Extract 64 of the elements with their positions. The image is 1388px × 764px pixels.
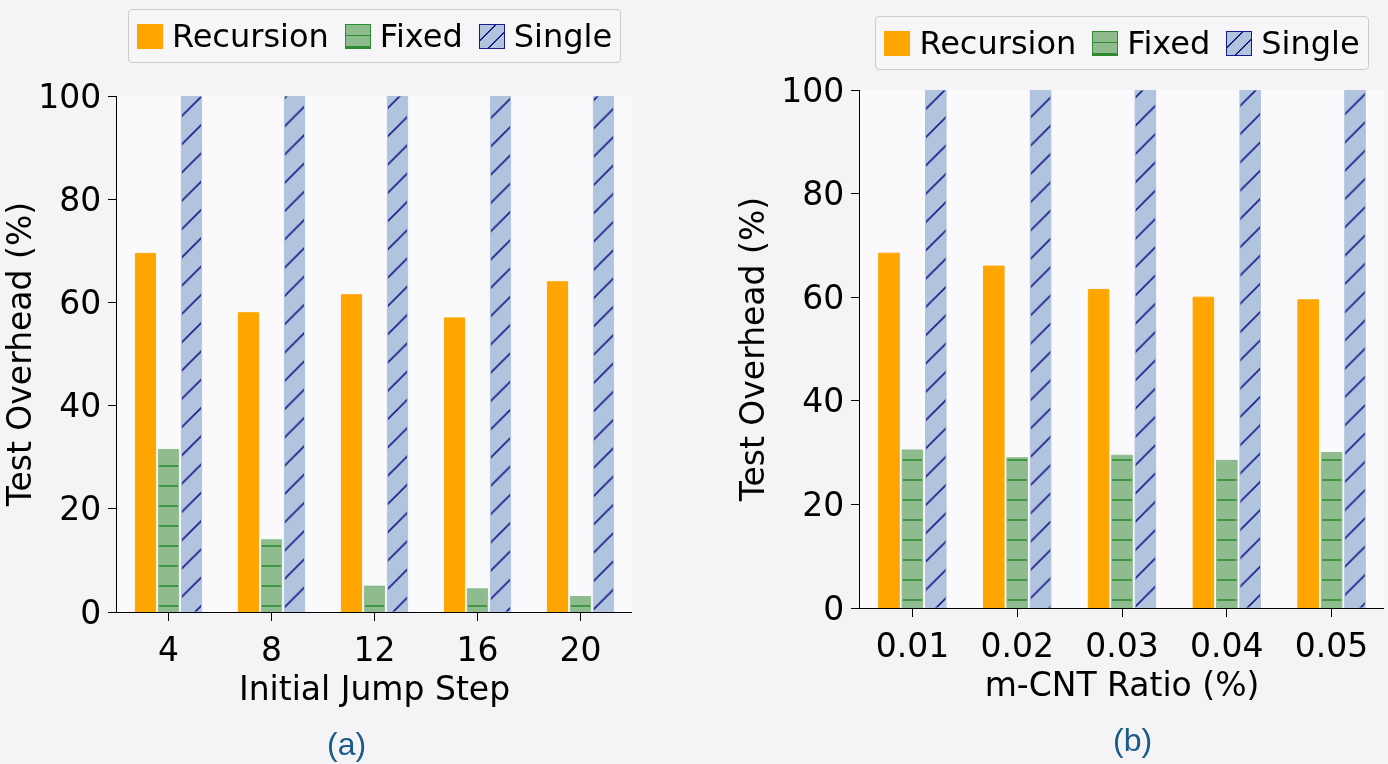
bar <box>878 252 900 608</box>
bar <box>592 96 615 612</box>
x-tick-label: 16 <box>456 629 499 669</box>
bar <box>283 96 306 612</box>
bar <box>1216 459 1238 608</box>
legend-label: Recursion <box>171 16 329 57</box>
y-tick-label: 20 <box>802 484 845 524</box>
bar <box>1111 454 1133 608</box>
legend-label: Fixed <box>1127 23 1211 64</box>
y-tick-label: 0 <box>80 592 102 632</box>
x-tick-label: 0.02 <box>980 625 1054 665</box>
bar <box>180 96 203 612</box>
bar <box>569 596 592 612</box>
bar <box>983 265 1005 608</box>
y-tick-label: 60 <box>59 282 102 322</box>
y-tick-label: 0 <box>823 588 845 628</box>
bar <box>157 448 180 612</box>
bar <box>1297 299 1319 608</box>
y-tick-label: 100 <box>781 70 845 110</box>
x-tick-label: 0.01 <box>875 625 950 665</box>
bar <box>466 588 489 612</box>
bar <box>1239 90 1261 608</box>
text: (a) <box>327 726 367 762</box>
bar <box>443 317 466 612</box>
y-tick-label: 80 <box>802 174 845 214</box>
bar <box>260 539 283 612</box>
y-tick-label: 40 <box>802 381 845 421</box>
text: (b) <box>1113 722 1153 758</box>
x-tick-label: 20 <box>559 629 602 669</box>
y-axis-title: Test Overhead (%) <box>733 196 773 503</box>
legend-label: Single <box>1261 23 1360 64</box>
y-tick-label: 80 <box>59 179 102 219</box>
bar <box>546 281 569 612</box>
x-tick-label: 4 <box>158 629 179 669</box>
y-tick-label: 100 <box>38 76 102 116</box>
y-tick-label: 20 <box>59 489 102 529</box>
legend-label: Single <box>513 16 613 57</box>
y-axis-title: Test Overhead (%) <box>0 201 39 508</box>
x-axis-title: m-CNT Ratio (%) <box>984 664 1260 704</box>
bar <box>489 96 512 612</box>
bar <box>134 252 157 612</box>
y-tick-label: 40 <box>59 386 102 426</box>
bar <box>1192 296 1215 608</box>
bar <box>1344 90 1366 608</box>
x-tick-label: 0.03 <box>1085 625 1159 665</box>
x-tick-label: 0.04 <box>1190 625 1264 665</box>
x-tick-label: 8 <box>261 629 282 669</box>
x-tick-label: 0.05 <box>1294 625 1369 665</box>
bar <box>1029 90 1052 608</box>
bar <box>363 585 386 612</box>
bar <box>237 312 260 612</box>
legend-label: Fixed <box>379 16 463 57</box>
bar <box>901 449 924 608</box>
bar <box>1006 457 1028 608</box>
x-axis-title: Initial Jump Step <box>238 668 511 708</box>
y-tick-label: 60 <box>802 277 845 317</box>
bar <box>1087 288 1110 608</box>
bar <box>925 90 947 608</box>
bar <box>386 96 409 612</box>
x-tick-label: 12 <box>353 629 396 669</box>
bar <box>1320 452 1343 608</box>
legend-label: Recursion <box>919 23 1077 64</box>
bar <box>1134 90 1157 608</box>
bar <box>340 294 363 612</box>
